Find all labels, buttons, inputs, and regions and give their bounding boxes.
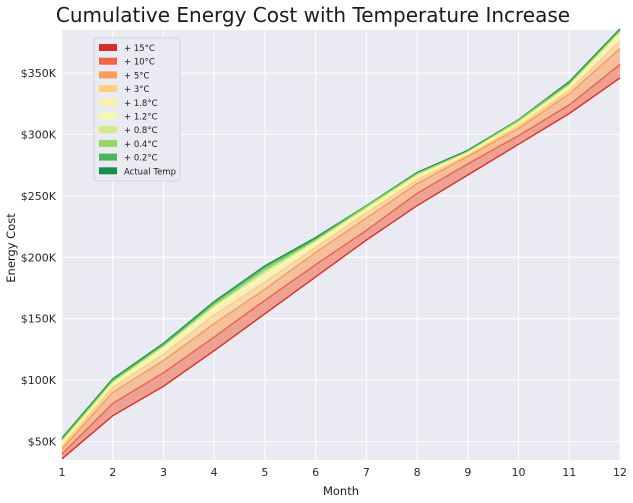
- x-tick-label: 3: [160, 466, 167, 479]
- series-line: [61, 29, 621, 440]
- x-tick-label: 11: [562, 466, 576, 479]
- legend: + 15°C + 10°C + 5°C + 3°C + 1.8°C + 1.2°C + 0.…: [93, 37, 181, 182]
- legend-label: + 1.8°C: [124, 99, 158, 109]
- y-tick-label: $50K: [28, 436, 57, 449]
- x-tick-label: 12: [613, 466, 627, 479]
- x-tick-label: 1: [59, 466, 66, 479]
- legend-swatch: [99, 44, 117, 51]
- series-line: [61, 33, 621, 444]
- legend-swatch: [99, 153, 117, 161]
- legend-label: + 1.2°C: [124, 113, 158, 123]
- legend-swatch: [99, 57, 117, 65]
- y-axis-ticks: $50K $100K $150K $200K $250K $300K $350K: [21, 67, 57, 449]
- series-line: [61, 77, 621, 460]
- y-tick-label: $300K: [21, 128, 57, 141]
- x-tick-label: 10: [512, 466, 526, 479]
- series-line: [61, 47, 621, 450]
- series-layer: [61, 28, 621, 460]
- y-tick-label: $350K: [21, 67, 57, 80]
- x-axis-label: Month: [323, 484, 359, 498]
- x-tick-label: 4: [211, 466, 218, 479]
- legend-label: + 0.4°C: [124, 140, 158, 150]
- x-tick-label: 5: [261, 466, 268, 479]
- legend-label: + 15°C: [124, 44, 155, 54]
- series-line: [61, 63, 621, 455]
- series-line: [61, 40, 621, 447]
- x-tick-label: 6: [312, 466, 319, 479]
- x-tick-label: 2: [109, 466, 116, 479]
- series-line: [61, 30, 621, 441]
- legend-swatch: [99, 139, 117, 147]
- series-band: [62, 64, 620, 459]
- legend-swatch: [99, 85, 117, 93]
- legend-swatch: [99, 98, 117, 106]
- x-tick-label: 7: [363, 466, 370, 479]
- legend-swatch: [99, 112, 117, 120]
- y-tick-label: $250K: [21, 190, 57, 203]
- chart-title: Cumulative Energy Cost with Temperature …: [56, 3, 570, 27]
- legend-swatch: [99, 126, 117, 134]
- legend-label: + 0.2°C: [124, 154, 158, 164]
- x-tick-label: 8: [414, 466, 421, 479]
- legend-label: + 5°C: [124, 71, 149, 81]
- y-tick-label: $200K: [21, 251, 57, 264]
- grid: [61, 30, 621, 460]
- series-line: [61, 32, 621, 443]
- series-line: [61, 35, 621, 445]
- legend-label: + 0.8°C: [124, 126, 158, 136]
- legend-label: + 3°C: [124, 85, 149, 95]
- legend-label: Actual Temp: [124, 167, 176, 177]
- y-axis-label: Energy Cost: [4, 213, 18, 283]
- y-tick-label: $150K: [21, 313, 57, 326]
- legend-swatch: [99, 167, 117, 175]
- x-axis-ticks: 1 2 3 4 5 6 7 8 9 10 11 12: [59, 466, 628, 479]
- y-tick-label: $100K: [21, 374, 57, 387]
- legend-label: + 10°C: [124, 58, 155, 68]
- legend-swatch: [99, 71, 117, 79]
- x-tick-label: 9: [464, 466, 471, 479]
